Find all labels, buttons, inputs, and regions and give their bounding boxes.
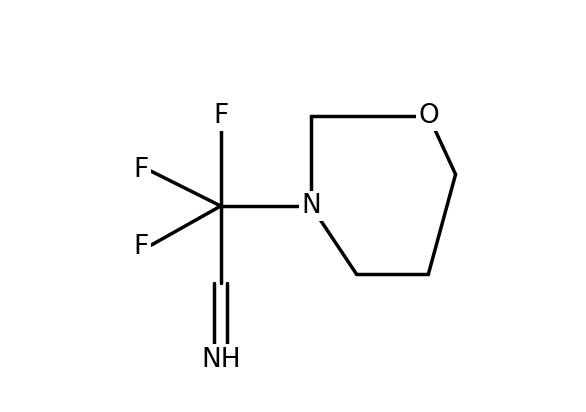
Text: N: N xyxy=(301,193,321,219)
Text: NH: NH xyxy=(201,346,241,372)
Text: F: F xyxy=(133,157,148,183)
Text: O: O xyxy=(418,103,439,129)
Text: F: F xyxy=(213,103,229,129)
Text: F: F xyxy=(133,234,148,260)
